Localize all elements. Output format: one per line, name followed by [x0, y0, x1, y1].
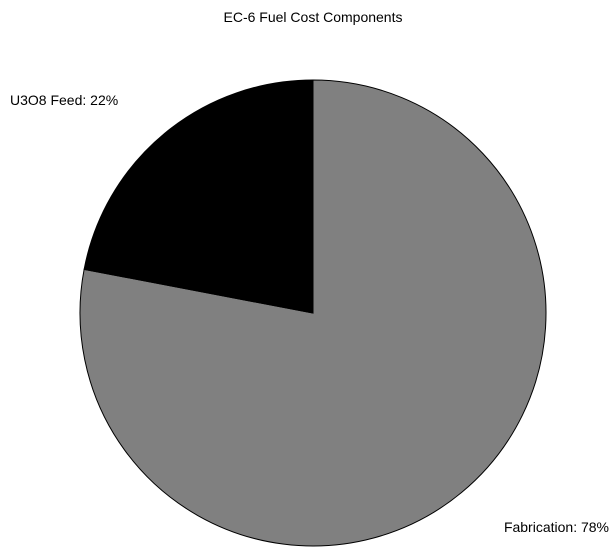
pie-label-u3o8-feed: U3O8 Feed: 22%	[10, 92, 118, 108]
pie-label-fabrication: Fabrication: 78%	[504, 519, 609, 535]
chart-title: EC-6 Fuel Cost Components	[224, 9, 403, 25]
pie-labels: Fabrication: 78% U3O8 Feed: 22%	[10, 92, 609, 535]
pie-slice-u3o8-feed	[83, 79, 314, 314]
pie-slices	[79, 79, 547, 547]
